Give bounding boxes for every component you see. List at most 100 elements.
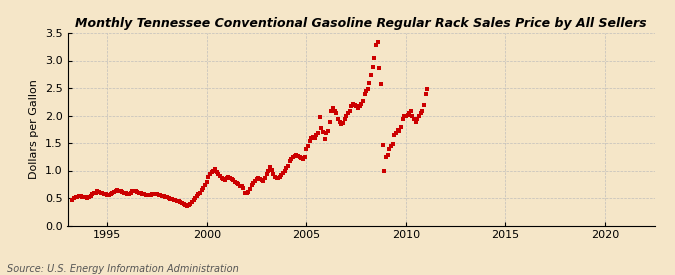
Point xyxy=(315,114,325,119)
Point xyxy=(160,195,171,199)
Point xyxy=(302,144,313,148)
Point xyxy=(69,196,80,200)
Point xyxy=(185,202,196,206)
Point xyxy=(201,179,212,184)
Point xyxy=(366,73,377,77)
Point xyxy=(283,163,294,168)
Point xyxy=(182,204,192,208)
Point xyxy=(178,202,189,206)
Point xyxy=(331,111,342,116)
Point xyxy=(400,114,411,118)
Point xyxy=(145,192,156,197)
Point xyxy=(195,190,206,195)
Point xyxy=(130,189,141,194)
Point xyxy=(186,200,197,205)
Point xyxy=(385,144,396,148)
Point xyxy=(243,190,254,194)
Point xyxy=(226,177,237,182)
Point xyxy=(275,174,286,179)
Point xyxy=(338,120,348,125)
Point xyxy=(146,192,157,196)
Point xyxy=(110,189,121,193)
Point xyxy=(273,175,284,180)
Point xyxy=(92,189,103,194)
Point xyxy=(268,172,279,176)
Point xyxy=(153,192,164,197)
Point xyxy=(279,169,290,173)
Point xyxy=(304,139,315,143)
Point xyxy=(271,176,282,180)
Text: Source: U.S. Energy Information Administration: Source: U.S. Energy Information Administ… xyxy=(7,264,238,274)
Point xyxy=(128,189,139,193)
Point xyxy=(261,172,272,176)
Point xyxy=(215,174,225,178)
Point xyxy=(371,42,381,47)
Point xyxy=(171,199,182,203)
Point xyxy=(344,108,355,113)
Point xyxy=(107,190,117,195)
Point xyxy=(356,102,367,106)
Point xyxy=(341,114,352,118)
Point xyxy=(309,136,320,140)
Y-axis label: Dollars per Gallon: Dollars per Gallon xyxy=(29,79,39,179)
Point xyxy=(316,125,327,130)
Point xyxy=(196,188,207,192)
Point xyxy=(346,104,356,108)
Point xyxy=(251,177,262,182)
Point xyxy=(421,92,431,96)
Point xyxy=(221,175,232,180)
Point xyxy=(263,169,273,173)
Point xyxy=(203,175,214,179)
Point xyxy=(329,108,340,113)
Point xyxy=(399,114,410,118)
Point xyxy=(354,104,365,108)
Point xyxy=(417,108,428,113)
Point xyxy=(134,190,144,195)
Point xyxy=(288,155,298,160)
Point xyxy=(389,133,400,138)
Point xyxy=(298,157,308,161)
Point xyxy=(155,193,166,197)
Point xyxy=(294,155,305,159)
Point xyxy=(418,103,429,107)
Point xyxy=(254,177,265,181)
Point xyxy=(281,166,292,170)
Point xyxy=(396,125,406,129)
Point xyxy=(311,133,322,138)
Point xyxy=(323,129,333,134)
Point xyxy=(84,195,95,200)
Point xyxy=(236,184,247,189)
Point xyxy=(422,86,433,91)
Point xyxy=(266,168,277,172)
Point xyxy=(324,119,335,124)
Point xyxy=(340,117,350,122)
Point xyxy=(74,194,84,199)
Point xyxy=(349,103,360,107)
Point xyxy=(290,153,300,158)
Point xyxy=(238,186,248,190)
Point xyxy=(175,200,186,204)
Point xyxy=(402,113,413,117)
Point xyxy=(367,64,378,69)
Point xyxy=(70,195,81,199)
Point xyxy=(173,199,184,204)
Point xyxy=(369,56,380,60)
Point xyxy=(76,194,86,199)
Point xyxy=(327,106,338,110)
Point xyxy=(188,198,199,202)
Point xyxy=(99,191,109,196)
Point xyxy=(235,184,246,188)
Point xyxy=(412,117,423,121)
Point xyxy=(207,170,217,174)
Point xyxy=(253,176,264,180)
Point xyxy=(276,173,287,177)
Point xyxy=(118,190,129,195)
Point xyxy=(95,190,106,195)
Point xyxy=(94,190,105,194)
Point xyxy=(291,152,302,157)
Point xyxy=(387,141,398,146)
Point xyxy=(362,86,373,91)
Point xyxy=(244,186,255,191)
Point xyxy=(321,131,331,135)
Point xyxy=(384,147,395,151)
